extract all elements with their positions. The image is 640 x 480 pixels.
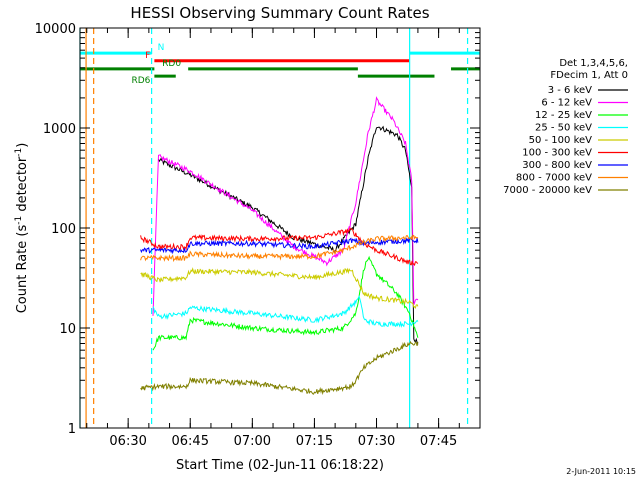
- flag-bars: NF RD0 RD6: [80, 43, 480, 86]
- legend: Det 1,3,4,5,6,FDecim 1, Att 0 3 - 6 keV 6 …: [503, 58, 628, 196]
- plot-frame: [79, 27, 481, 429]
- flag-label-rd6: RD6: [131, 76, 150, 86]
- x-tick-label-5: 07:45: [420, 434, 457, 449]
- y-axis-ticks: 1 10 100 1000 10000: [35, 22, 480, 437]
- y-tick-label-3: 1000: [43, 122, 76, 137]
- legend-label-6: 300 - 800 keV: [522, 160, 592, 171]
- y-tick-label-1: 10: [59, 322, 76, 337]
- legend-label-7: 800 - 7000 keV: [516, 173, 592, 184]
- x-tick-label-4: 07:30: [358, 434, 395, 449]
- x-tick-label-0: 06:30: [109, 434, 146, 449]
- series-lines: [140, 96, 419, 396]
- series-line-1: [152, 96, 419, 316]
- series-line-6: [140, 237, 419, 255]
- series-line-0: [158, 125, 419, 345]
- flag-label-f: F: [145, 51, 150, 61]
- legend-label-8: 7000 - 20000 keV: [503, 185, 592, 196]
- series-line-5: [140, 227, 419, 267]
- y-tick-label-4: 10000: [35, 22, 76, 37]
- chart-title: HESSI Observing Summary Count Rates: [130, 4, 429, 22]
- legend-label-2: 12 - 25 keV: [535, 110, 592, 121]
- x-tick-label-3: 07:15: [296, 434, 333, 449]
- timestamp: 2-Jun-2011 10:15: [566, 467, 636, 476]
- legend-label-5: 100 - 300 keV: [522, 148, 592, 159]
- legend-label-0: 3 - 6 keV: [548, 85, 592, 96]
- y-tick-label-2: 100: [51, 222, 76, 237]
- legend-label-4: 50 - 100 keV: [529, 135, 593, 146]
- y-tick-label-0: 1: [68, 422, 76, 437]
- series-line-7: [140, 234, 419, 263]
- flag-label-rd0: RD0: [162, 59, 181, 69]
- legend-header-0: Det 1,3,4,5,6,: [559, 58, 628, 69]
- series-line-4: [140, 267, 419, 310]
- series-line-3: [152, 295, 419, 329]
- flag-label-n: N: [158, 43, 165, 53]
- series-line-2: [152, 255, 419, 351]
- x-axis-label: Start Time (02-Jun-11 06:18:22): [176, 458, 384, 473]
- legend-label-3: 25 - 50 keV: [535, 123, 592, 134]
- y-axis-label: Count Rate (s-1 detector-1): [14, 143, 30, 314]
- x-tick-label-1: 06:45: [172, 434, 209, 449]
- legend-header-1: FDecim 1, Att 0: [550, 70, 628, 81]
- x-axis-ticks: 06:30 06:45 07:00 07:15 07:30 07:45: [86, 28, 481, 449]
- legend-label-1: 6 - 12 keV: [541, 98, 592, 109]
- x-tick-label-2: 07:00: [234, 434, 271, 449]
- series-line-8: [140, 340, 419, 396]
- vertical-marker-lines: [79, 28, 469, 428]
